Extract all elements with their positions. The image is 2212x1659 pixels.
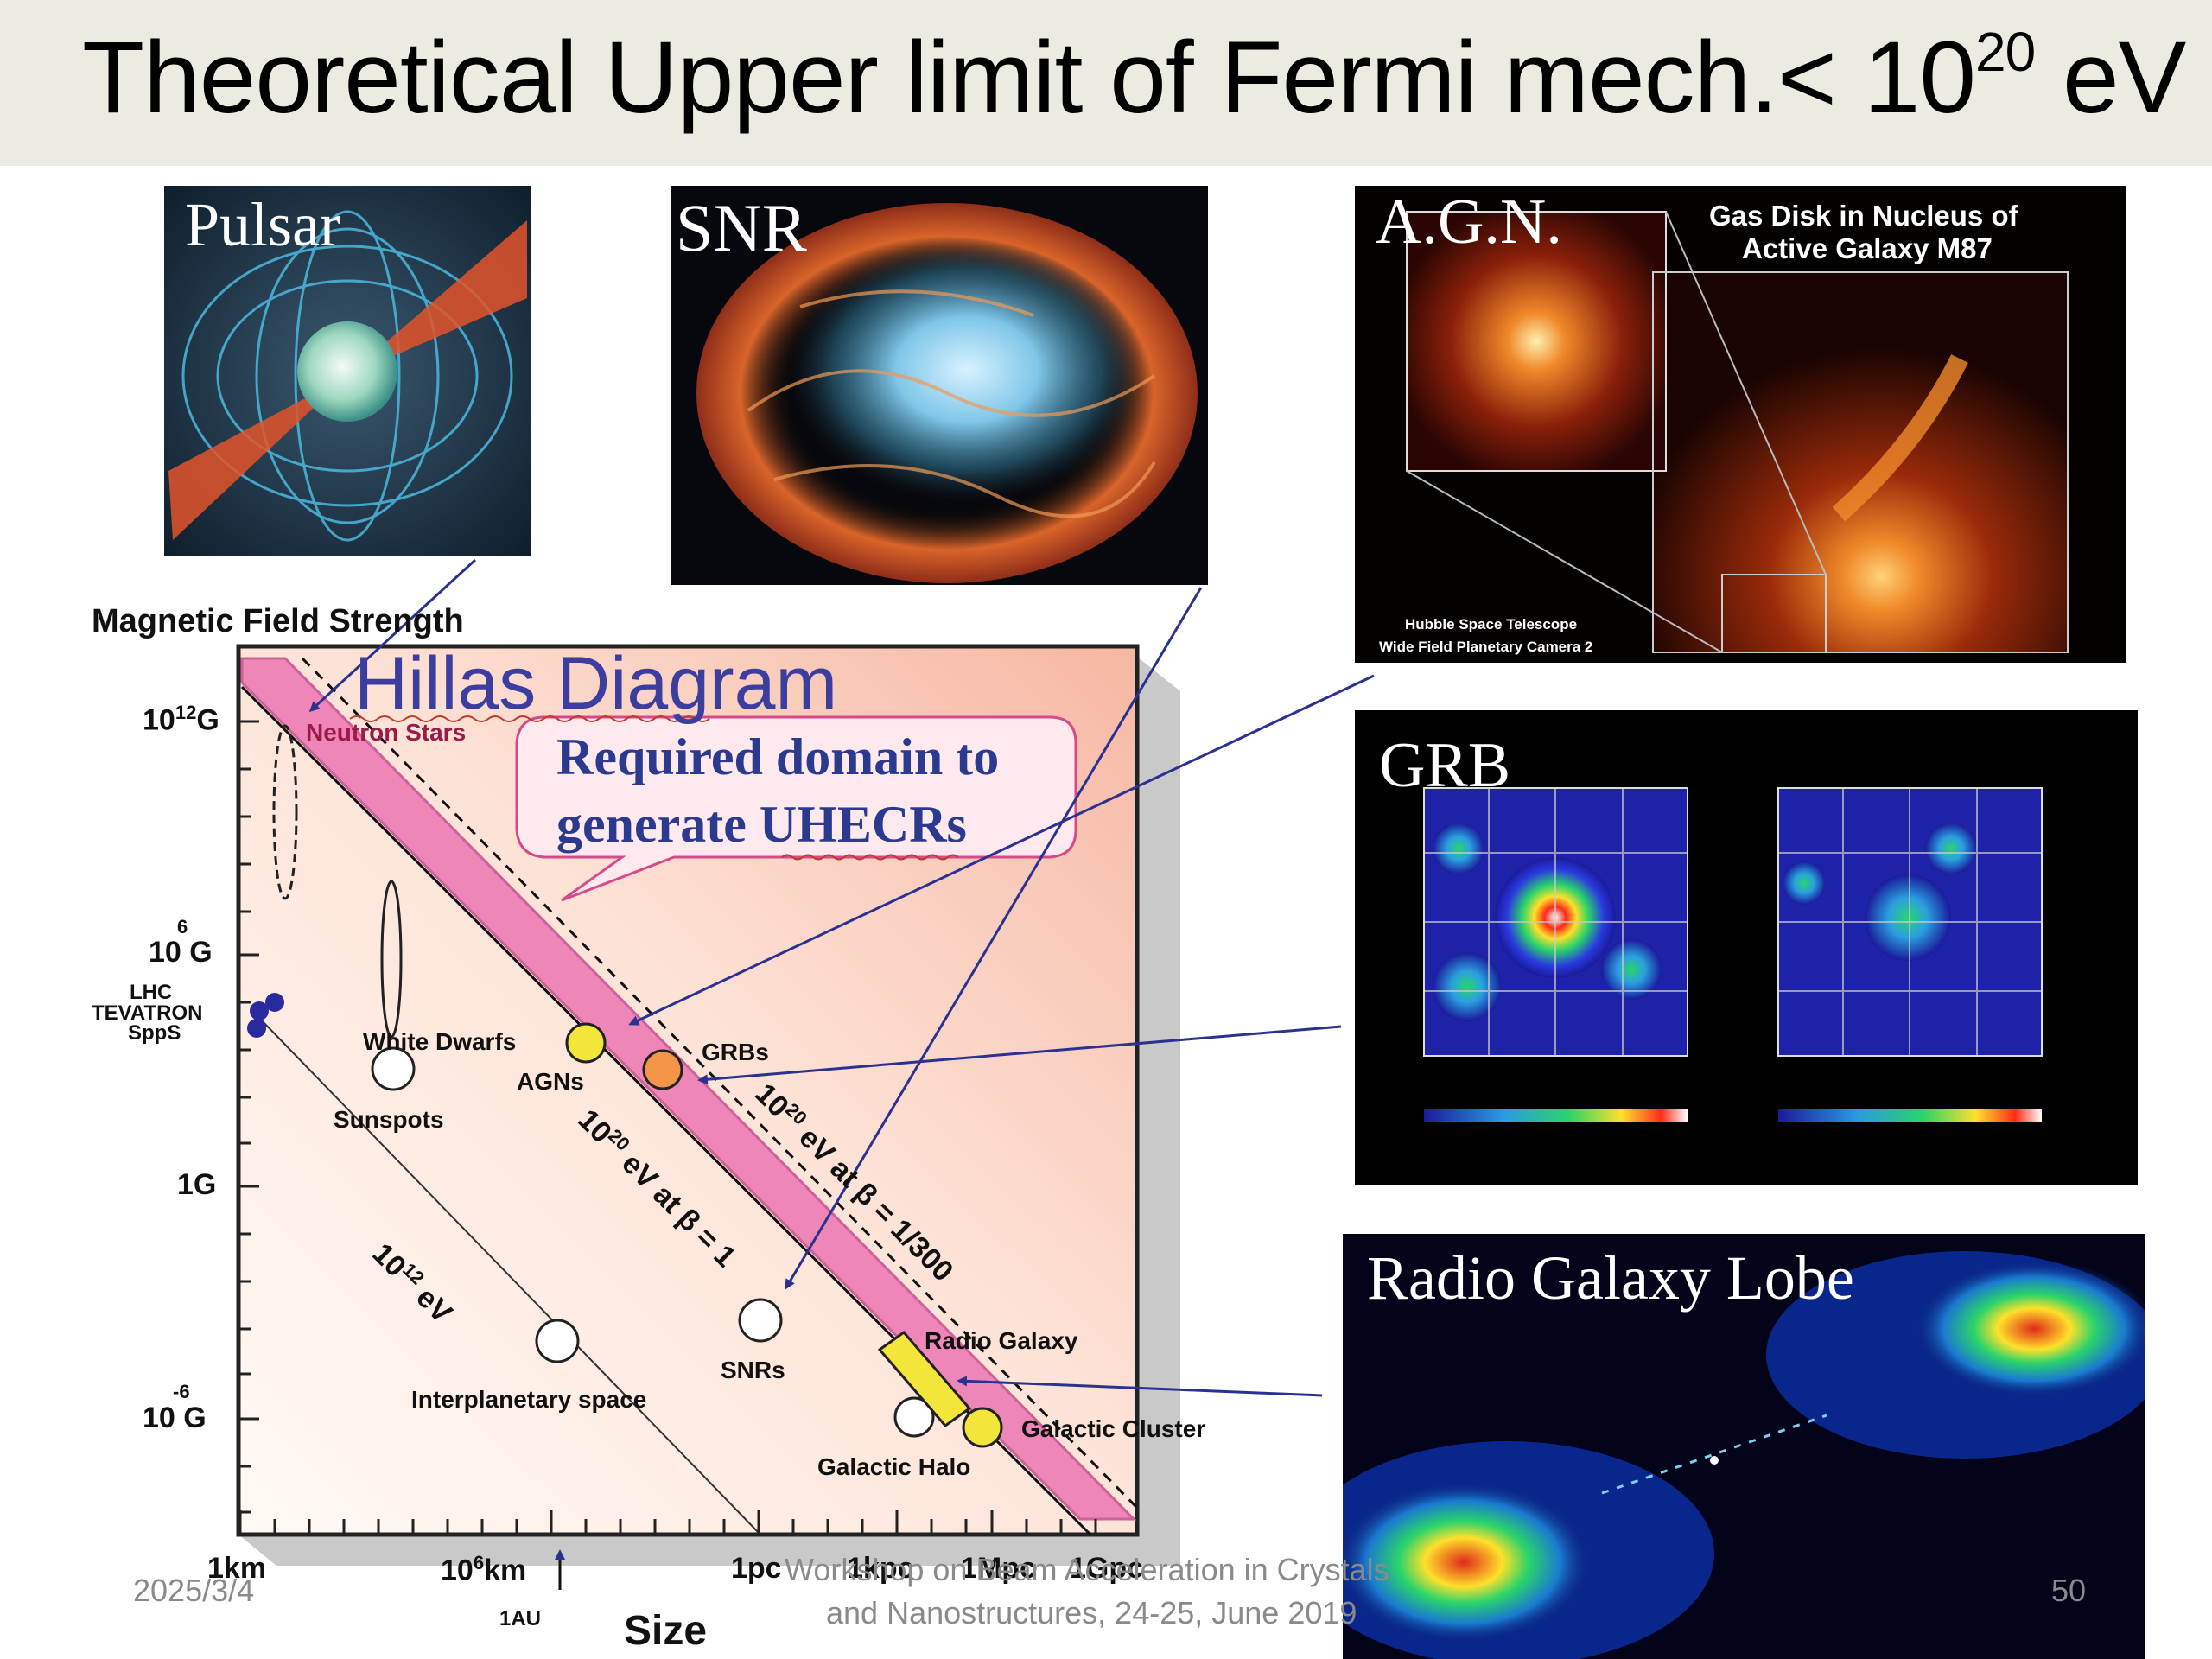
line-1e12 — [258, 1017, 761, 1535]
x-tick-mpc: 1Mpc — [961, 1552, 1036, 1585]
y-tick-1e6: 10 G — [149, 936, 213, 969]
tevatron-dot — [250, 1001, 269, 1020]
sppS-dot — [247, 1019, 266, 1038]
label-grbs: GRBs — [702, 1039, 769, 1065]
callout-bubble — [515, 715, 1077, 902]
footer-event-line-1: Workshop on Beam Acceleration in Crystal… — [785, 1552, 1389, 1587]
agn-caption-2: Active Galaxy M87 — [1742, 232, 1993, 264]
page-title: Theoretical Upper limit of Fermi mech.< … — [82, 20, 2186, 135]
x-axis-title: Size — [624, 1608, 708, 1654]
label-tevatron: TEVATRON — [92, 1001, 203, 1025]
agn-marker — [565, 1022, 607, 1064]
y-tick-1e12: 1012G — [143, 702, 219, 737]
page-number: 50 — [2051, 1573, 2087, 1608]
label-neutron-stars: Neutron Stars — [306, 719, 467, 746]
label-galactic-halo: Galactic Halo — [817, 1453, 971, 1480]
callout-line-2: generate UHECRs — [556, 796, 967, 853]
agn-label: A.G.N. — [1376, 187, 1562, 257]
radio-lobe-label: Radio Galaxy Lobe — [1367, 1243, 1854, 1313]
label-snrs: SNRs — [721, 1357, 785, 1383]
y-tick-1e-6: 10 G — [143, 1402, 207, 1434]
label-sunspots: Sunspots — [334, 1106, 444, 1133]
spell-squiggle — [349, 715, 710, 722]
x-tick-au: 1AU — [499, 1607, 542, 1630]
x-tick-pc: 1pc — [731, 1552, 782, 1585]
agn-credit-2: Wide Field Planetary Camera 2 — [1379, 639, 1593, 655]
footer-event-line-2: and Nanostructures, 24-25, June 2019 — [826, 1595, 1357, 1630]
x-tick-1e6km: 106km — [441, 1552, 527, 1587]
callout-line-1: Required domain to — [556, 728, 1000, 785]
lhc-dot — [265, 993, 284, 1012]
y-tick-1G: 1G — [177, 1168, 217, 1201]
x-axis-ticks — [238, 1510, 1097, 1535]
agn-credit-1: Hubble Space Telescope — [1405, 616, 1578, 632]
y-tick-1e-6-exp: -6 — [173, 1381, 190, 1402]
white-dwarfs-region — [380, 880, 403, 1039]
spell-squiggle-2 — [781, 854, 959, 861]
pulsar-label: Pulsar — [185, 190, 340, 259]
label-interplanetary: Interplanetary space — [411, 1386, 647, 1413]
pointer-arrows — [308, 558, 1375, 1397]
grb-label: GRB — [1379, 730, 1511, 801]
footer-date: 2025/3/4 — [133, 1573, 255, 1608]
title-bar — [0, 0, 2212, 166]
radio-lobe-image: Radio Galaxy Lobe — [1343, 1234, 2145, 1659]
y-tick-1e6-exp: 6 — [177, 916, 188, 938]
pulsar-image: Pulsar — [164, 186, 531, 556]
grb-marker — [642, 1049, 683, 1090]
label-lhc: LHC — [130, 981, 173, 1004]
hillas-heading: Hillas Diagram — [354, 642, 838, 725]
grb-image: GRB — [1355, 710, 2138, 1185]
x-tick-gpc: 1Gpc — [1070, 1552, 1144, 1585]
snr-image: SNR — [671, 186, 1208, 585]
y-axis-ticks — [238, 720, 259, 1514]
neutron-stars-region — [272, 724, 298, 900]
x-tick-km: 1km — [207, 1552, 267, 1585]
y-axis-title: Magnetic Field Strength — [92, 603, 464, 639]
radio-galaxy-marker — [877, 1330, 972, 1428]
galactic-cluster-marker — [962, 1407, 1003, 1448]
label-galactic-cluster: Galactic Cluster — [1021, 1415, 1206, 1442]
label-radio-galaxy: Radio Galaxy — [925, 1327, 1078, 1354]
label-white-dwarfs: White Dwarfs — [363, 1028, 517, 1055]
label-agns: AGNs — [517, 1068, 584, 1095]
sunspots-marker — [371, 1046, 416, 1091]
label-sppS: SppS — [128, 1021, 181, 1045]
agn-image: A.G.N. Gas Disk in Nucleus of Active Gal… — [1355, 186, 2126, 663]
uhecr-band — [240, 657, 1137, 1521]
interplanetary-marker — [535, 1319, 580, 1363]
agn-caption-1: Gas Disk in Nucleus of — [1709, 200, 2018, 232]
snrs-marker — [738, 1298, 783, 1343]
galactic-halo-marker — [893, 1396, 935, 1438]
snr-label: SNR — [676, 190, 807, 265]
x-tick-kpc: 1kpc — [847, 1552, 914, 1585]
